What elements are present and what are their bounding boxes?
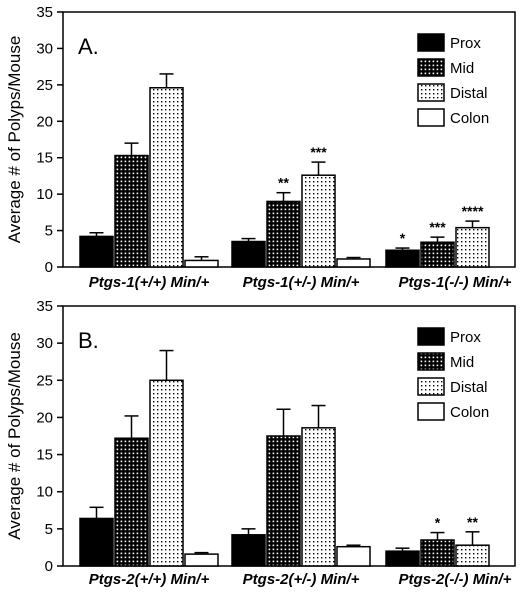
bar-colon [184,259,219,268]
legend-swatch [417,33,445,52]
legend-swatch [417,58,445,77]
bar-distal [455,544,490,567]
significance-label: *** [310,144,327,160]
significance-label: ** [278,175,289,191]
panels: 0 5 10 15 20 25 30 35 Average # of Polyps/Mouse A… [5,4,516,588]
category-label: Ptgs-2(+/+) Min/+ [89,571,210,588]
legend-label: Prox [450,35,481,52]
y-tick-label: 20 [36,409,53,426]
y-tick-label: 10 [36,484,53,501]
significance-label: * [435,515,441,531]
y-tick-label: 0 [45,259,53,276]
y-tick-label: 15 [36,447,53,464]
significance-label: * [400,230,406,246]
bar-mid [420,539,455,567]
y-tick-label: 30 [36,335,53,352]
bar-prox [231,534,266,567]
y-tick-label: 15 [36,150,53,167]
category-label: Ptgs-1(-/-) Min/+ [399,274,512,291]
y-tick-label: 35 [36,4,53,21]
chart-panel-0: 0 5 10 15 20 25 30 35 Average # of Polyps/Mouse A… [5,4,516,291]
significance-label: ** [467,514,478,530]
category-label: Ptgs-2(-/-) Min/+ [399,571,512,588]
bar-distal [455,226,490,268]
legend-swatch [417,83,445,102]
y-tick-label: 5 [45,223,53,240]
bar-distal [301,427,336,567]
panel-label: A. [78,34,99,59]
legend-label: Distal [450,379,488,396]
legend-label: Mid [450,60,474,77]
panel-label: B. [78,328,99,353]
y-axis-label: Average # of Polyps/Mouse [5,332,24,540]
bar-mid [114,437,149,567]
bar-distal [301,174,336,268]
y-tick-label: 5 [45,521,53,538]
legend-label: Prox [450,329,481,346]
legend-label: Distal [450,85,488,102]
legend-swatch [417,402,445,421]
bar-colon [184,553,219,567]
legend-label: Colon [450,404,489,421]
legend: Prox Mid Distal Colon [417,33,489,127]
bar-colon [336,258,371,268]
bar-colon [336,545,371,567]
y-tick-label: 30 [36,40,53,57]
legend-swatch [417,352,445,371]
legend-swatch [417,108,445,127]
y-tick-label: 0 [45,558,53,575]
y-tick-label: 10 [36,186,53,203]
bar-prox [385,249,420,268]
y-axis-label: Average # of Polyps/Mouse [5,36,24,244]
significance-label: **** [462,203,484,219]
category-label: Ptgs-2(+/-) Min/+ [243,571,360,588]
bar-mid [114,154,149,268]
category-label: Ptgs-1(+/-) Min/+ [243,274,360,291]
significance-label: *** [429,219,446,235]
bar-prox [231,240,266,268]
legend-swatch [417,327,445,346]
bar-mid [266,200,301,268]
legend-label: Colon [450,110,489,127]
bar-distal [149,87,184,268]
legend-label: Mid [450,354,474,371]
bar-mid [420,241,455,268]
bar-prox [79,517,114,567]
legend: Prox Mid Distal Colon [417,327,489,421]
chart-panel-1: 0 5 10 15 20 25 30 35 Average # of Polyps/Mouse B… [5,298,516,588]
legend-swatch [417,377,445,396]
y-tick-label: 25 [36,372,53,389]
y-tick-label: 35 [36,298,53,315]
bar-distal [149,379,184,567]
bar-mid [266,435,301,567]
bar-prox [385,550,420,567]
bar-prox [79,235,114,268]
y-tick-label: 20 [36,113,53,130]
category-label: Ptgs-1(+/+) Min/+ [89,274,210,291]
y-tick-label: 25 [36,77,53,94]
